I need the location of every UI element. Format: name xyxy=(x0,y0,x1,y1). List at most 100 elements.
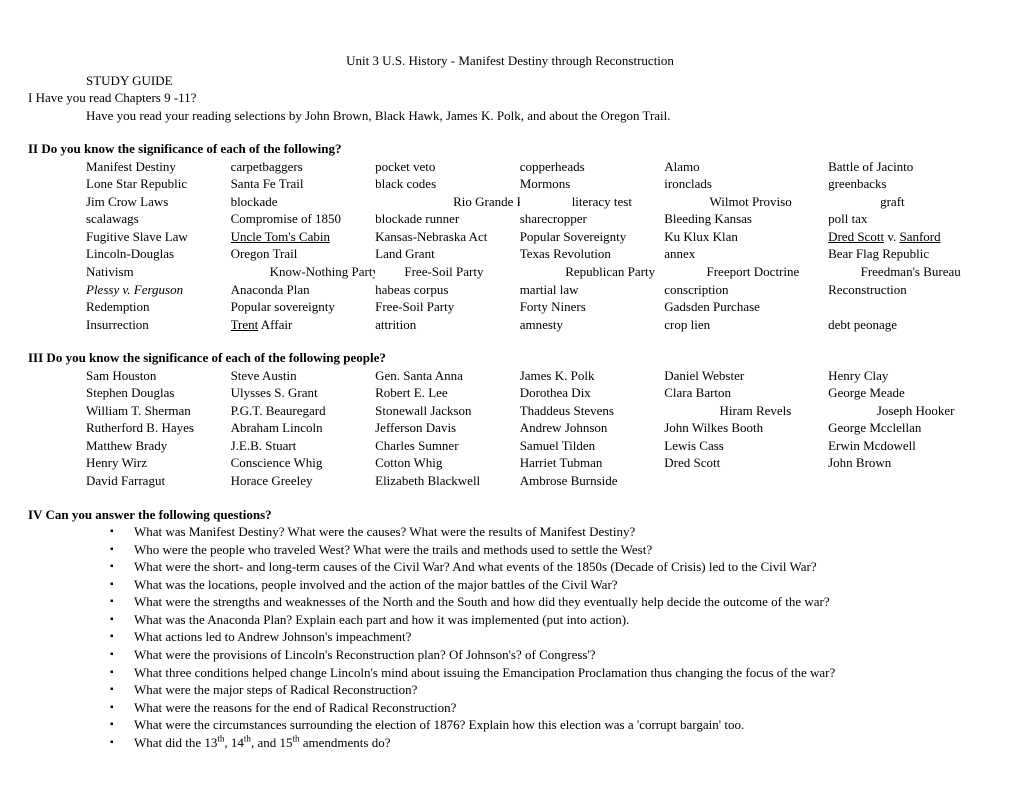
question-item: What three conditions helped change Linc… xyxy=(110,664,992,682)
section2-cell: habeas corpus xyxy=(375,281,520,299)
section2-cell: Manifest Destiny xyxy=(86,158,231,176)
section3-cell: George Meade xyxy=(828,384,992,402)
section1-line1: I Have you read Chapters 9 -11? xyxy=(28,89,992,107)
section2-cell: Uncle Tom's Cabin xyxy=(231,228,376,246)
section2-cell: Jim Crow Laws xyxy=(86,193,231,211)
section3-cell: Daniel Webster xyxy=(664,367,828,385)
question-item: What were the major steps of Radical Rec… xyxy=(110,681,992,699)
section2-cell: poll tax xyxy=(828,210,992,228)
section3-cell xyxy=(828,472,992,490)
section2-cell: copperheads xyxy=(520,158,665,176)
section3-cell: Matthew Brady xyxy=(86,437,231,455)
section3-row: Stephen DouglasUlysses S. GrantRobert E.… xyxy=(86,384,992,402)
section3-row: David FarragutHorace GreeleyElizabeth Bl… xyxy=(86,472,992,490)
section2-cell xyxy=(828,298,992,316)
section2-heading: II Do you know the significance of each … xyxy=(28,140,992,158)
section2-cell: Forty Niners xyxy=(520,298,665,316)
section2-cell: Lone Star Republic xyxy=(86,175,231,193)
section3-cell: Samuel Tilden xyxy=(520,437,665,455)
section2-cell: Popular sovereignty xyxy=(231,298,376,316)
section3-cell: Rutherford B. Hayes xyxy=(86,419,231,437)
section3-cell: Dorothea Dix xyxy=(520,384,665,402)
section2-cell: crop lien xyxy=(664,316,828,334)
section2-row: scalawagsCompromise of 1850blockade runn… xyxy=(86,210,992,228)
section2-row: Nativism Know-Nothing Party Free-Soil Pa… xyxy=(86,263,992,281)
section2-cell: Republican Party xyxy=(520,263,665,281)
section2-cell: Compromise of 1850 xyxy=(231,210,376,228)
section2-row: Plessy v. FergusonAnaconda Planhabeas co… xyxy=(86,281,992,299)
section2-cell: Mormons xyxy=(520,175,665,193)
section3-cell: William T. Sherman xyxy=(86,402,231,420)
section2-cell: Free-Soil Party xyxy=(375,263,520,281)
question-item: What was the locations, people involved … xyxy=(110,576,992,594)
section2-cell: Reconstruction xyxy=(828,281,992,299)
section2-cell: greenbacks xyxy=(828,175,992,193)
section3-cell: Andrew Johnson xyxy=(520,419,665,437)
section1-line2: Have you read your reading selections by… xyxy=(28,107,992,125)
section2-cell: Gadsden Purchase xyxy=(664,298,828,316)
section3-cell: John Brown xyxy=(828,454,992,472)
question-item: Who were the people who traveled West? W… xyxy=(110,541,992,559)
questions-list: What was Manifest Destiny? What were the… xyxy=(28,523,992,751)
section2-cell: Freedman's Bureau xyxy=(828,263,992,281)
section2-cell: literacy test xyxy=(520,193,665,211)
section3-cell: Abraham Lincoln xyxy=(231,419,376,437)
section2-cell: Fugitive Slave Law xyxy=(86,228,231,246)
section2-cell: Bear Flag Republic xyxy=(828,245,992,263)
section2-table: Manifest Destinycarpetbaggerspocket veto… xyxy=(86,158,992,333)
section4-heading: IV Can you answer the following question… xyxy=(28,506,992,524)
section2-cell: Dred Scott v. Sanford xyxy=(828,228,992,246)
section2-row: Fugitive Slave LawUncle Tom's CabinKansa… xyxy=(86,228,992,246)
section2-row: Lone Star RepublicSanta Fe Trailblack co… xyxy=(86,175,992,193)
section3-row: Matthew BradyJ.E.B. StuartCharles Sumner… xyxy=(86,437,992,455)
section3-cell: Dred Scott xyxy=(664,454,828,472)
section2-cell: martial law xyxy=(520,281,665,299)
section2-cell: debt peonage xyxy=(828,316,992,334)
section2-row: InsurrectionTrent Affairattritionamnesty… xyxy=(86,316,992,334)
section2-row: Jim Crow Lawsblockade Rio Grande River l… xyxy=(86,193,992,211)
question-item: What did the 13th, 14th, and 15th amendm… xyxy=(110,734,992,752)
section3-cell xyxy=(664,472,828,490)
section3-cell: J.E.B. Stuart xyxy=(231,437,376,455)
section3-cell: Ambrose Burnside xyxy=(520,472,665,490)
section3-cell: P.G.T. Beauregard xyxy=(231,402,376,420)
section2-cell: sharecropper xyxy=(520,210,665,228)
section2-cell: Land Grant xyxy=(375,245,520,263)
section2-cell: Ku Klux Klan xyxy=(664,228,828,246)
section2-cell: blockade xyxy=(231,193,376,211)
section2-cell: pocket veto xyxy=(375,158,520,176)
question-item: What actions led to Andrew Johnson's imp… xyxy=(110,628,992,646)
section3-cell: Horace Greeley xyxy=(231,472,376,490)
question-item: What were the provisions of Lincoln's Re… xyxy=(110,646,992,664)
section3-cell: Robert E. Lee xyxy=(375,384,520,402)
section3-cell: James K. Polk xyxy=(520,367,665,385)
section3-cell: Harriet Tubman xyxy=(520,454,665,472)
section2-cell: Freeport Doctrine xyxy=(664,263,828,281)
section3-row: William T. ShermanP.G.T. BeauregardStone… xyxy=(86,402,992,420)
section3-cell: Lewis Cass xyxy=(664,437,828,455)
question-item: What were the circumstances surrounding … xyxy=(110,716,992,734)
section2-cell: Trent Affair xyxy=(231,316,376,334)
section3-cell: Steve Austin xyxy=(231,367,376,385)
section2-cell: attrition xyxy=(375,316,520,334)
section3-cell: Erwin Mcdowell xyxy=(828,437,992,455)
section2-cell: carpetbaggers xyxy=(231,158,376,176)
section2-cell: Bleeding Kansas xyxy=(664,210,828,228)
section2-cell: amnesty xyxy=(520,316,665,334)
study-guide-label: STUDY GUIDE xyxy=(28,72,992,90)
section3-cell: Henry Clay xyxy=(828,367,992,385)
section3-table: Sam HoustonSteve AustinGen. Santa AnnaJa… xyxy=(86,367,992,490)
section3-cell: Clara Barton xyxy=(664,384,828,402)
section3-cell: Conscience Whig xyxy=(231,454,376,472)
section2-cell: black codes xyxy=(375,175,520,193)
question-item: What were the short- and long-term cause… xyxy=(110,558,992,576)
section2-cell: Popular Sovereignty xyxy=(520,228,665,246)
section3-cell: Henry Wirz xyxy=(86,454,231,472)
section2-cell: Santa Fe Trail xyxy=(231,175,376,193)
section3-cell: Gen. Santa Anna xyxy=(375,367,520,385)
section2-table-wrap: Manifest Destinycarpetbaggerspocket veto… xyxy=(28,158,992,333)
question-item: What was the Anaconda Plan? Explain each… xyxy=(110,611,992,629)
section2-cell: annex xyxy=(664,245,828,263)
section2-row: Manifest Destinycarpetbaggerspocket veto… xyxy=(86,158,992,176)
section2-cell: conscription xyxy=(664,281,828,299)
